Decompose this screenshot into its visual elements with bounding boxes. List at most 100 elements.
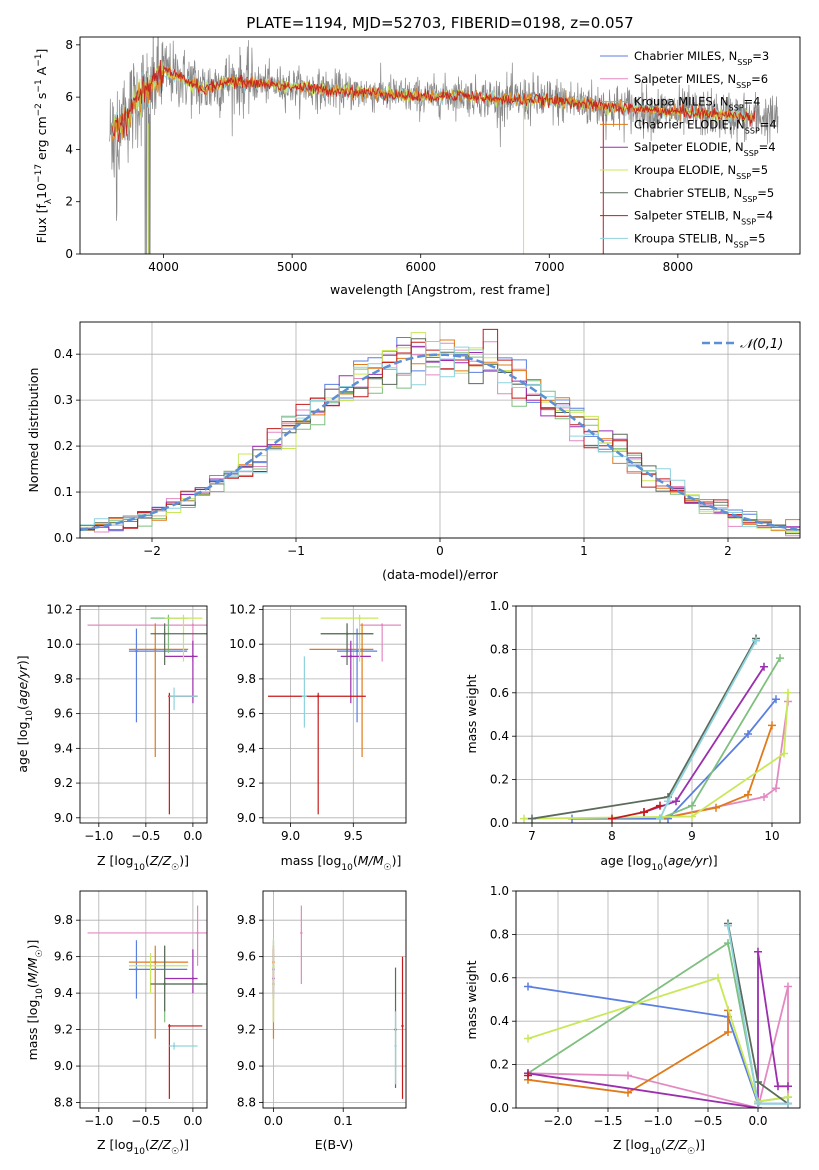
y-tick-label: 0.8 <box>490 927 509 941</box>
legend-entry: Chabrier MILES, NSSP=3 <box>634 49 769 67</box>
y-tick-label: 9.4 <box>237 986 256 1000</box>
data-point-salpeter_stelib <box>401 1024 404 1028</box>
series-marker-kroupa_stelib <box>784 1099 792 1108</box>
x-axis-label: Z [log10(Z/Z☉)] <box>97 1137 189 1157</box>
series-marker-chabrier_miles <box>524 982 532 991</box>
y-tick-label: 9.4 <box>54 986 73 1000</box>
data-point-kroupa_stelib <box>172 695 176 698</box>
series-line-salpeter_miles <box>527 986 789 1108</box>
data-point-kroupa_elodie <box>182 616 185 620</box>
data-point-salpeter_miles <box>300 931 303 935</box>
series-marker-kroupa_elodie <box>520 814 528 823</box>
series-marker-kroupa_stelib <box>664 797 672 806</box>
plot-area <box>87 905 207 1099</box>
y-tick-label: 4 <box>65 142 73 156</box>
series-marker-chabrier_elodie <box>624 1088 632 1097</box>
x-tick-label: 0.0 <box>183 1114 202 1128</box>
data-point-chabrier_stelib <box>163 982 166 986</box>
y-axis-label: mass [log10(M/M☉)] <box>25 940 45 1061</box>
legend-entry: Salpeter ELODIE, NSSP=4 <box>634 140 776 158</box>
x-tick-label: −0.5 <box>693 1114 722 1128</box>
y-tick-label: 9.4 <box>54 741 73 755</box>
x-tick-label: 0.0 <box>183 829 202 843</box>
y-tick-label: 9.8 <box>237 913 256 927</box>
y-tick-label: 9.2 <box>237 776 256 790</box>
series-marker-kroupa_elodie <box>524 1034 532 1043</box>
y-tick-label: 0.4 <box>54 347 73 361</box>
x-axis-label: age [log10(age/yr)] <box>600 853 717 873</box>
axes-frame <box>79 605 208 824</box>
x-tick-label: 0 <box>436 544 444 558</box>
series-marker-chabrier_elodie <box>744 790 752 799</box>
series-marker-kroupa_elodie <box>780 749 788 758</box>
axes-frame <box>79 36 801 255</box>
data-point-kroupa_stelib <box>394 1044 397 1048</box>
legend-entry: Chabrier STELIB, NSSP=5 <box>634 186 774 204</box>
series-line-salpeter_elodie <box>643 666 765 813</box>
y-tick-label: 9.0 <box>237 1059 256 1073</box>
y-tick-label: 1.0 <box>490 884 509 898</box>
data-point-kroupa_elodie <box>358 616 361 620</box>
x-tick-label: 9 <box>688 829 696 843</box>
plot-area <box>80 328 800 538</box>
data-point-chabrier_elodie <box>154 960 157 964</box>
panel-residuals: −2 −1 0 1 2 0.0 0.1 0.2 0.3 0.4 𝒩(0,1) (data-model)… <box>26 321 801 582</box>
series-marker-salpeter_miles <box>772 784 780 793</box>
x-tick-label: −0.5 <box>131 1114 160 1128</box>
y-tick-label: 0.4 <box>490 729 509 743</box>
plot-area <box>109 37 779 254</box>
y-tick-label: 0.2 <box>490 1058 509 1072</box>
x-tick-label: 8 <box>608 829 616 843</box>
y-tick-label: 9.2 <box>54 776 73 790</box>
y-tick-label: 0.2 <box>54 439 73 453</box>
series-line-chabrier_elodie <box>659 725 773 820</box>
series-marker-kroupa_elodie <box>688 812 696 821</box>
series-marker-chabrier_elodie <box>712 803 720 812</box>
y-tick-label: 9.2 <box>237 1023 256 1037</box>
y-tick-label: 10.2 <box>46 602 73 616</box>
series-marker-salpeter_stelib <box>656 801 664 810</box>
series-marker-kroupa_elodie <box>784 688 792 697</box>
series-marker-kroupa_stelib <box>724 921 732 930</box>
y-tick-label: 10.0 <box>229 637 256 651</box>
data-point-chabrier_miles <box>135 649 138 653</box>
series-marker-salpeter_stelib <box>608 814 616 823</box>
series-marker-salpeter_elodie <box>760 662 768 671</box>
panel-mass-weight-vs-age: 7 8 9 10 0.0 0.2 0.4 0.6 0.8 1.0 age [log10(age/yr… <box>464 599 801 873</box>
series-marker-kroupa_stelib <box>752 636 760 645</box>
y-tick-label: 9.4 <box>237 741 256 755</box>
normal-distribution-curve <box>80 353 798 532</box>
series-line-chabrier_miles <box>572 698 777 820</box>
x-axis-label: Z [log10(Z/Z☉)] <box>613 1137 705 1157</box>
series-marker-chabrier_stelib <box>754 1077 762 1086</box>
data-point-kroupa_stelib <box>172 1044 176 1048</box>
y-tick-label: 0.2 <box>490 773 509 787</box>
panel-mass-vs-EBV: 0.0 0.1 8.8 9.0 9.2 9.4 9.6 9.8 E(B-V) <box>237 890 407 1152</box>
panel-spectrum: 4000 5000 6000 7000 8000 0 2 4 6 8 wavelength [Ang… <box>34 36 801 297</box>
series-marker-salpeter_stelib <box>524 1071 532 1080</box>
axes-frame <box>262 605 407 824</box>
y-tick-label: 9.8 <box>237 672 256 686</box>
y-tick-label: 0.4 <box>490 1014 509 1028</box>
y-tick-label: 8.8 <box>237 1096 256 1110</box>
y-tick-label: 10.0 <box>46 637 73 651</box>
y-axis-label: mass weight <box>464 674 479 753</box>
series-marker-kroupa_elodie <box>714 973 722 982</box>
data-point-salpeter_stelib <box>316 695 320 698</box>
axes-frame <box>515 605 801 824</box>
y-tick-label: 9.2 <box>54 1023 73 1037</box>
series-marker-salpeter_miles <box>784 982 792 991</box>
series-line-kroupa_miles <box>659 657 781 820</box>
series-marker-chabrier_elodie <box>768 721 776 730</box>
panel-mass-weight-vs-Z: −2.0 −1.5 −1.0 −0.5 0.0 0.0 0.2 0.4 0.6 0.8 1.0 Z [… <box>464 884 801 1157</box>
x-tick-label: 9.0 <box>281 829 300 843</box>
y-tick-label: 9.0 <box>54 1059 73 1073</box>
plot-area <box>272 905 404 1099</box>
y-axis-label: age [log10(age/yr)] <box>15 655 35 772</box>
y-tick-label: 0.6 <box>490 686 509 700</box>
x-tick-label: −1 <box>287 544 305 558</box>
y-axis-label: Flux [fλ10−17 erg cm−2 s−1 A−1] <box>34 49 54 244</box>
axes-frame <box>515 890 801 1109</box>
plot-area <box>524 919 792 1108</box>
legend-entry: Kroupa MILES, NSSP=4 <box>634 95 760 113</box>
